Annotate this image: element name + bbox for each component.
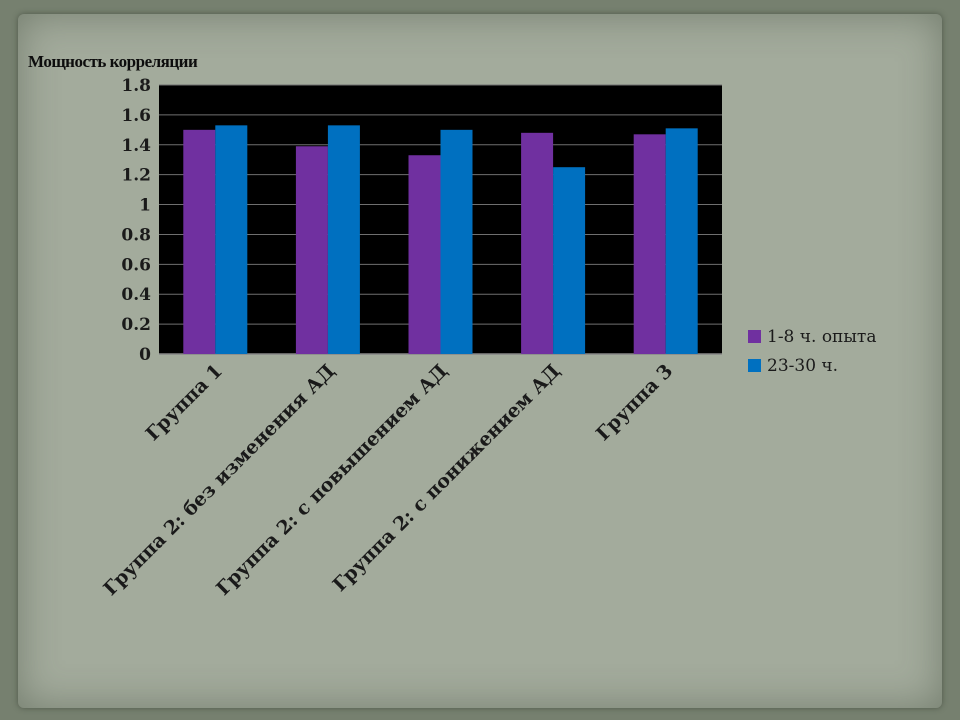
- y-tick-label: 1.2: [121, 166, 151, 186]
- y-tick-label: 1.4: [121, 136, 151, 156]
- y-tick-label: 0.6: [121, 255, 151, 275]
- category-label: Группа 3: [592, 360, 677, 445]
- bar: [665, 128, 698, 354]
- y-tick-label: 1.8: [121, 76, 151, 96]
- bar: [215, 125, 248, 354]
- bar: [183, 129, 216, 354]
- legend-swatch: [748, 330, 761, 343]
- category-label: Группа 2: без изменения АД: [99, 360, 339, 600]
- y-tick-label: 0.4: [121, 285, 151, 305]
- category-label: Группа 2: с повышением АД: [212, 360, 452, 600]
- bar: [327, 125, 360, 354]
- y-tick-label: 1.6: [121, 106, 151, 126]
- category-label: Группа 2: с понижением АД: [329, 360, 565, 596]
- category-label: Группа 1: [142, 360, 227, 445]
- y-tick-label: 1: [139, 196, 151, 216]
- bar: [295, 146, 328, 354]
- bar: [553, 167, 586, 354]
- y-tick-label: 0: [139, 345, 151, 365]
- legend-swatch: [748, 359, 761, 372]
- bar: [408, 155, 441, 354]
- chart-title: Мощность корреляции: [28, 52, 198, 71]
- y-tick-label: 0.2: [121, 315, 151, 335]
- legend-label: 1-8 ч. опыта: [767, 327, 876, 347]
- bar: [521, 132, 554, 354]
- bar: [440, 129, 473, 354]
- bar: [633, 134, 666, 354]
- legend-label: 23-30 ч.: [767, 356, 838, 376]
- y-tick-label: 0.8: [121, 225, 151, 245]
